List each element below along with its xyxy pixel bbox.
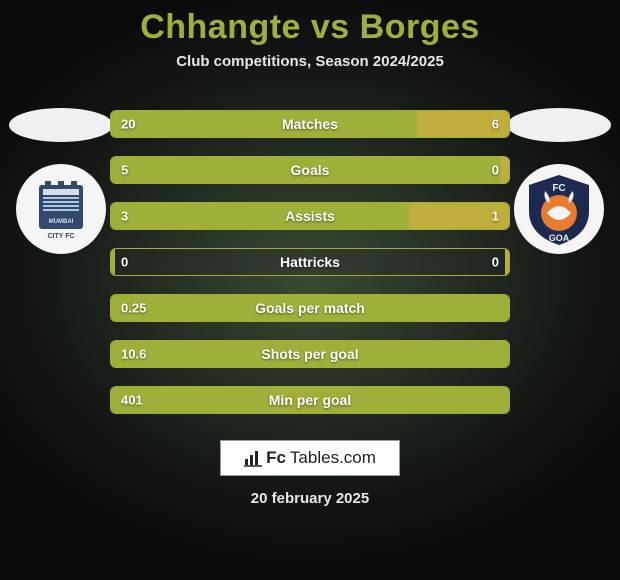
mumbai-city-icon: MUMBAI CITY FC: [25, 173, 97, 245]
player-right-zone: FC GOA: [504, 108, 614, 254]
stat-label: Goals per match: [255, 300, 365, 316]
comparison-title: Chhangte vs Borges: [0, 8, 620, 47]
player-left-avatar-placeholder: [9, 108, 113, 142]
stat-value-right: 6: [492, 117, 499, 132]
stat-bar-right: [501, 157, 509, 183]
svg-text:FC: FC: [552, 183, 565, 194]
stat-row: 0 0 Hattricks: [110, 248, 510, 276]
fctables-logo[interactable]: FcTables.com: [220, 440, 400, 476]
stat-bar-left: [111, 111, 419, 137]
stat-label: Min per goal: [269, 392, 351, 408]
stat-label: Matches: [282, 116, 338, 132]
bar-chart-icon: [244, 449, 262, 467]
stat-row: 0.25 Goals per match: [110, 294, 510, 322]
stat-bar-left: [111, 249, 115, 275]
player-left-zone: MUMBAI CITY FC: [6, 108, 116, 254]
stat-row: 10.6 Shots per goal: [110, 340, 510, 368]
stat-label: Assists: [285, 208, 335, 224]
stat-value-left: 3: [121, 209, 128, 224]
stat-value-left: 0: [121, 255, 128, 270]
stat-value-left: 401: [121, 393, 143, 408]
stat-bar-left: [111, 203, 411, 229]
stat-bar-right: [505, 249, 509, 275]
footer-brand-prefix: Fc: [266, 448, 286, 468]
stat-value-right: 0: [492, 163, 499, 178]
stat-row: 5 0 Goals: [110, 156, 510, 184]
svg-text:MUMBAI: MUMBAI: [49, 219, 74, 225]
club-left-badge: MUMBAI CITY FC: [16, 164, 106, 254]
season-subtitle: Club competitions, Season 2024/2025: [0, 53, 620, 70]
club-right-badge: FC GOA: [514, 164, 604, 254]
stat-value-left: 5: [121, 163, 128, 178]
svg-text:GOA: GOA: [549, 233, 570, 243]
fc-goa-icon: FC GOA: [519, 169, 599, 249]
stat-value-right: 0: [492, 255, 499, 270]
stat-row: 401 Min per goal: [110, 386, 510, 414]
stat-value-left: 0.25: [121, 301, 146, 316]
stat-value-right: 1: [492, 209, 499, 224]
stat-value-left: 10.6: [121, 347, 146, 362]
content-wrapper: Chhangte vs Borges Club competitions, Se…: [0, 0, 620, 580]
stat-label: Goals: [291, 162, 330, 178]
svg-text:CITY FC: CITY FC: [47, 233, 74, 240]
footer-date: 20 february 2025: [0, 490, 620, 507]
stat-label: Shots per goal: [261, 346, 358, 362]
stat-row: 20 6 Matches: [110, 110, 510, 138]
footer-brand-suffix: Tables.com: [290, 448, 376, 468]
stat-row: 3 1 Assists: [110, 202, 510, 230]
stat-label: Hattricks: [280, 254, 340, 270]
player-right-avatar-placeholder: [507, 108, 611, 142]
stat-value-left: 20: [121, 117, 135, 132]
stats-bars-container: 20 6 Matches 5 0 Goals 3 1 Assists 0 0 Hattricks 0.2…: [110, 110, 510, 414]
